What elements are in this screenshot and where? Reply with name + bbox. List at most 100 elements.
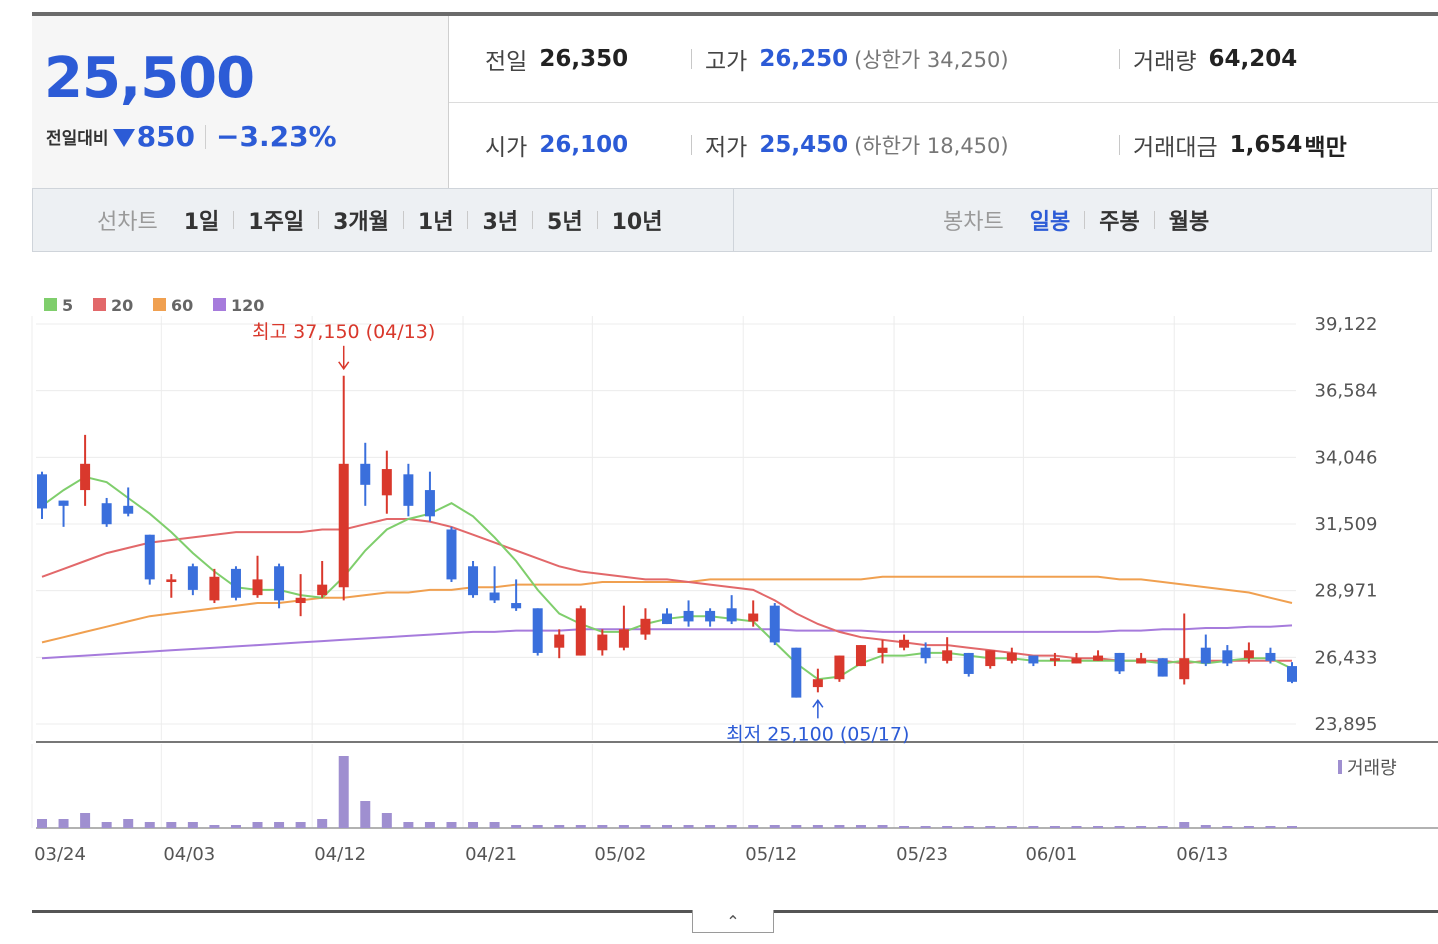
pipe bbox=[532, 211, 534, 229]
y-tick-label: 23,895 bbox=[1315, 714, 1378, 735]
candle-up bbox=[834, 655, 845, 680]
candle-down bbox=[1222, 650, 1233, 664]
volume: 거래량 64,204 bbox=[1133, 16, 1297, 102]
candle-monthly[interactable]: 월봉 bbox=[1168, 210, 1210, 235]
high-value: 26,250 bbox=[759, 46, 849, 72]
collapse-toggle[interactable]: ⌃ bbox=[692, 910, 774, 933]
current-price-box: 25,500 전일대비 850 −3.23% bbox=[32, 16, 449, 188]
period-5y[interactable]: 5년 bbox=[547, 210, 583, 235]
volume-bar bbox=[403, 822, 414, 828]
volume-bar bbox=[101, 822, 112, 828]
volume-bar bbox=[597, 825, 608, 828]
volume-bar bbox=[791, 825, 802, 828]
candle-up bbox=[209, 576, 220, 601]
volume-bar bbox=[489, 822, 500, 828]
volume-bar bbox=[1157, 826, 1168, 828]
low-arrow-head bbox=[812, 699, 824, 708]
volume-bar bbox=[1179, 822, 1190, 828]
candle-up bbox=[985, 650, 996, 667]
legend-label: 20 bbox=[111, 296, 133, 315]
volume-bar bbox=[1136, 826, 1147, 828]
candle-down bbox=[769, 605, 780, 643]
volume-bar bbox=[424, 822, 435, 828]
x-tick-label: 03/24 bbox=[34, 844, 86, 865]
low-annotation: 최저 25,100 (05/17) bbox=[726, 723, 909, 745]
period-10y[interactable]: 10년 bbox=[611, 210, 663, 235]
period-1d[interactable]: 1일 bbox=[183, 210, 220, 235]
candle-up bbox=[855, 645, 866, 667]
candle-down bbox=[468, 566, 479, 596]
candle-up bbox=[1093, 655, 1104, 661]
candle-down bbox=[1200, 647, 1211, 664]
trade-value-amount: 1,654 bbox=[1229, 132, 1303, 158]
volume-bar bbox=[662, 825, 672, 828]
high-annotation: 최고 37,150 (04/13) bbox=[252, 321, 435, 343]
volume-bar bbox=[748, 825, 759, 828]
volume-bar bbox=[37, 819, 47, 828]
prev-close: 전일 26,350 bbox=[485, 16, 628, 102]
period-selector: 선차트 1일 1주일 3개월 1년 3년 5년 10년 봉차트 일봉 주봉 월봉 bbox=[32, 188, 1432, 252]
volume-bar bbox=[446, 822, 457, 828]
pipe bbox=[402, 211, 404, 229]
volume-bar bbox=[252, 822, 263, 828]
candle-up bbox=[1179, 658, 1190, 680]
high-arrow-head bbox=[338, 361, 350, 371]
candle-up bbox=[812, 679, 823, 688]
volume-bar bbox=[877, 825, 888, 828]
volume-bar bbox=[1287, 826, 1297, 828]
volume-bar bbox=[942, 826, 953, 828]
candle-down bbox=[101, 503, 112, 525]
divider bbox=[1119, 49, 1120, 69]
legend-swatch bbox=[44, 298, 57, 311]
prev-close-label: 전일 bbox=[485, 49, 528, 75]
candle-up bbox=[1136, 658, 1147, 664]
change-amount: 850 bbox=[136, 120, 196, 153]
period-3y[interactable]: 3년 bbox=[482, 210, 519, 235]
volume-bar bbox=[230, 825, 241, 828]
candle-down bbox=[963, 652, 974, 674]
candle-down bbox=[532, 608, 543, 653]
candle-daily[interactable]: 일봉 bbox=[1029, 210, 1071, 235]
period-3m[interactable]: 3개월 bbox=[333, 210, 389, 235]
pipe bbox=[1084, 211, 1086, 229]
divider bbox=[1119, 135, 1120, 155]
volume-bar bbox=[80, 813, 91, 828]
legend-label: 120 bbox=[231, 296, 264, 315]
candle-up bbox=[899, 639, 910, 648]
candle-chart-periods: 봉차트 일봉 주봉 월봉 bbox=[943, 189, 1209, 251]
volume-bar bbox=[855, 825, 866, 828]
pipe bbox=[596, 211, 598, 229]
candle-down bbox=[37, 474, 47, 509]
x-tick-label: 05/23 bbox=[896, 844, 948, 865]
candle-down bbox=[230, 568, 241, 598]
period-1y[interactable]: 1년 bbox=[417, 210, 454, 235]
legend-swatch bbox=[213, 298, 226, 311]
candle-up bbox=[748, 613, 759, 622]
volume-bar bbox=[1093, 826, 1104, 828]
volume-bar bbox=[920, 826, 931, 828]
trade-value: 거래대금 1,654 백만 bbox=[1133, 102, 1347, 188]
volume-bar bbox=[683, 825, 694, 828]
period-1w[interactable]: 1주일 bbox=[248, 210, 305, 235]
open-label: 시가 bbox=[485, 135, 528, 161]
period-divider bbox=[733, 189, 734, 251]
volume-bar bbox=[209, 825, 220, 828]
volume-bar bbox=[166, 822, 177, 828]
candle-weekly[interactable]: 주봉 bbox=[1099, 210, 1140, 235]
low-label: 저가 bbox=[705, 135, 748, 161]
candle-up bbox=[554, 634, 565, 648]
candle-up bbox=[877, 647, 888, 653]
volume-bar bbox=[468, 822, 479, 828]
volume-label: 거래량 bbox=[1347, 758, 1397, 779]
current-price: 25,500 bbox=[44, 46, 255, 111]
candle-down bbox=[726, 608, 737, 622]
volume-bar bbox=[187, 822, 198, 828]
candle-down bbox=[1265, 652, 1276, 661]
price-chart: 39,122 36,584 34,046 31,509 28,971 26,433 23,8… bbox=[31, 296, 1438, 865]
candle-up bbox=[338, 463, 349, 588]
candle-down bbox=[360, 463, 371, 485]
divider bbox=[691, 135, 692, 155]
y-tick-label: 39,122 bbox=[1315, 314, 1378, 335]
candle-up bbox=[575, 608, 586, 656]
top-border bbox=[32, 12, 1438, 16]
